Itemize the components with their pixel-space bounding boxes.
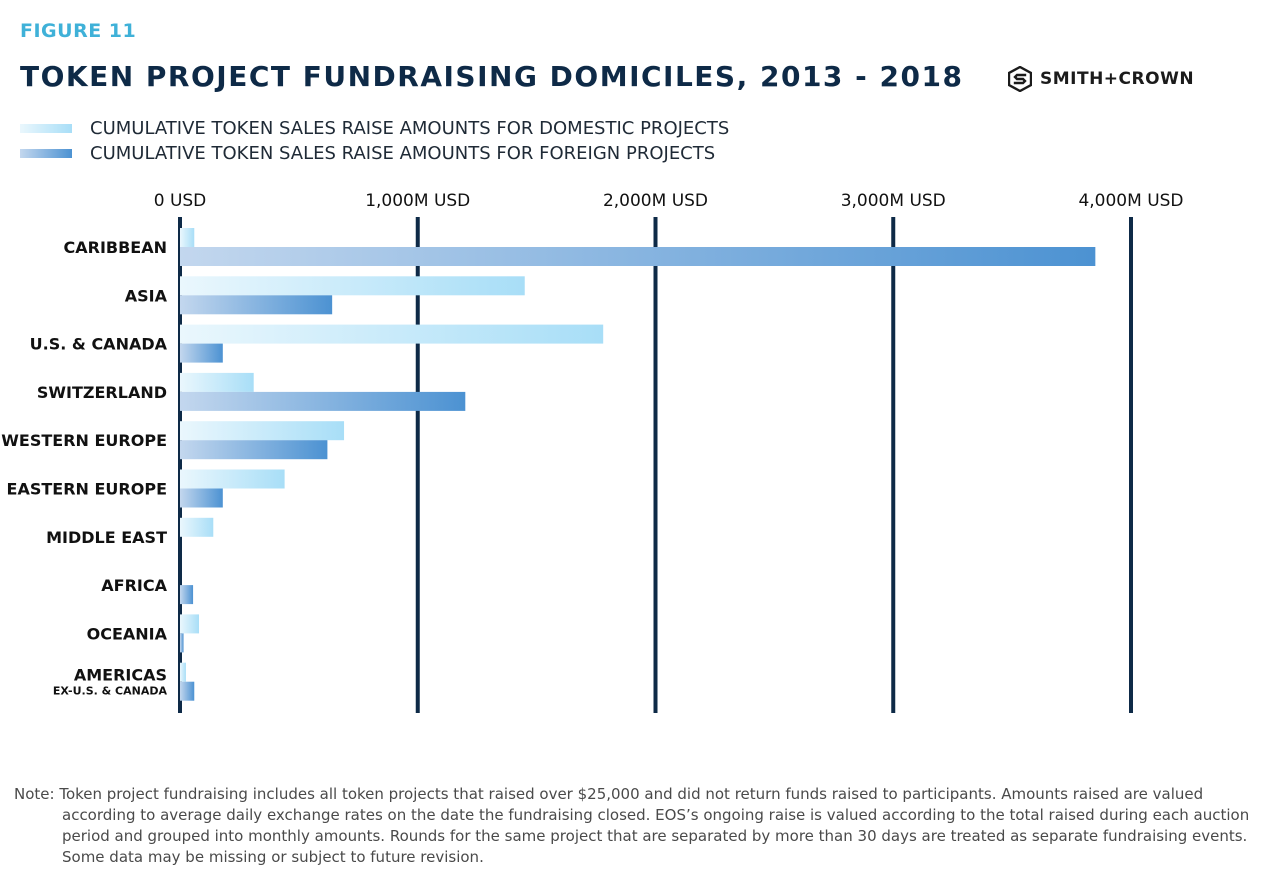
bar-foreign-3 (180, 391, 466, 411)
legend: CUMULATIVE TOKEN SALES RAISE AMOUNTS FOR… (20, 116, 729, 166)
bar-foreign-0 (180, 247, 1096, 266)
category-label-6: MIDDLE EAST (46, 528, 167, 547)
category-sublabel-9: EX-U.S. & CANADA (53, 685, 168, 698)
legend-swatch-foreign (20, 149, 72, 158)
bar-foreign-5 (180, 488, 223, 508)
x-tick-label-0: 0 USD (154, 191, 207, 211)
bars (180, 228, 1096, 701)
smith-crown-logo-icon (1008, 66, 1032, 92)
category-label-3: SWITZERLAND (37, 383, 167, 402)
brand-name: SMITH+CROWN (1040, 69, 1195, 89)
category-label-0: CARIBBEAN (64, 238, 168, 257)
category-labels: CARIBBEAN ASIA U.S. & CANADA SWITZERLAND WES… (1, 238, 167, 698)
chart-title: TOKEN PROJECT FUNDRAISING DOMICILES, 201… (20, 60, 964, 93)
legend-item-foreign: CUMULATIVE TOKEN SALES RAISE AMOUNTS FOR… (20, 141, 729, 166)
footnote: Note: Token project fundraising includes… (14, 785, 1250, 866)
bar-foreign-8 (180, 633, 184, 653)
category-label-1: ASIA (125, 286, 168, 305)
bar-foreign-1 (180, 295, 333, 315)
x-tick-label-1: 1,000M USD (365, 191, 470, 211)
bar-foreign-7 (180, 585, 194, 605)
bar-chart: 0 USD 1,000M USD 2,000M USD 3,000M USD 4,000… (1, 191, 1184, 713)
x-tick-label-3: 3,000M USD (841, 191, 946, 211)
category-label-4: WESTERN EUROPE (1, 431, 167, 450)
category-label-7: AFRICA (101, 576, 167, 595)
bar-domestic-0 (180, 228, 195, 247)
figure-label: FIGURE 11 (20, 20, 137, 42)
bar-domestic-1 (180, 276, 525, 296)
bar-domestic-6 (180, 517, 214, 537)
x-axis-ticks: 0 USD 1,000M USD 2,000M USD 3,000M USD 4,000… (154, 191, 1184, 211)
bar-domestic-5 (180, 469, 285, 489)
category-label-9: AMERICAS (74, 666, 167, 685)
x-tick-label-2: 2,000M USD (603, 191, 708, 211)
legend-item-domestic: CUMULATIVE TOKEN SALES RAISE AMOUNTS FOR… (20, 116, 729, 141)
bar-foreign-9 (180, 681, 195, 701)
bar-domestic-9 (180, 662, 186, 682)
bar-foreign-4 (180, 440, 328, 460)
bar-domestic-4 (180, 421, 345, 441)
category-label-5: EASTERN EUROPE (7, 480, 167, 499)
bar-domestic-8 (180, 614, 200, 634)
category-label-8: OCEANIA (87, 624, 168, 643)
legend-label-domestic: CUMULATIVE TOKEN SALES RAISE AMOUNTS FOR… (90, 118, 730, 139)
bar-foreign-2 (180, 343, 223, 363)
category-label-2: U.S. & CANADA (30, 335, 168, 354)
legend-swatch-domestic (20, 124, 72, 133)
x-tick-label-4: 4,000M USD (1078, 191, 1183, 211)
legend-label-foreign: CUMULATIVE TOKEN SALES RAISE AMOUNTS FOR… (90, 143, 716, 164)
brand: SMITH+CROWN (1008, 66, 1194, 92)
bar-domestic-2 (180, 324, 604, 344)
bar-domestic-3 (180, 372, 254, 392)
